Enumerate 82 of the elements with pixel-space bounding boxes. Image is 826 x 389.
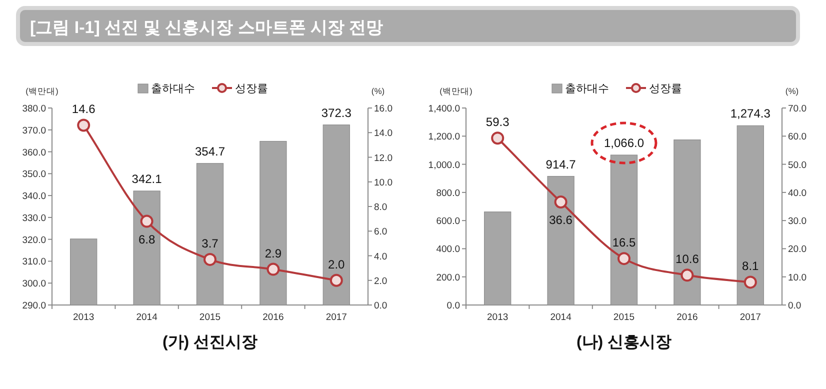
- y2-tick-label: 10.0: [788, 272, 806, 284]
- data-label: 6.8: [138, 232, 156, 246]
- legend-label: 출하대수: [565, 83, 609, 95]
- point: [266, 262, 280, 276]
- y-tick-label: 350.0: [22, 169, 46, 180]
- y-tick-label: 380.0: [22, 104, 46, 114]
- data-label: 10.6: [676, 252, 700, 266]
- point: [491, 132, 504, 145]
- y-tick-label: 360.0: [22, 147, 46, 158]
- x-tick-label: 2015: [199, 312, 221, 323]
- data-label: 342.1: [132, 172, 162, 186]
- x-axis-title: (가) 선진시장: [162, 334, 258, 351]
- y2-tick-label: 14.0: [374, 128, 392, 140]
- y-axis-title: (백만대): [26, 86, 58, 96]
- y-tick-label: 370.0: [22, 125, 46, 136]
- point: [554, 195, 568, 208]
- y-tick-label: 1,000.0: [428, 160, 460, 171]
- y2-tick-label: 0.0: [788, 300, 802, 312]
- x-tick-label: 2013: [73, 312, 94, 323]
- x-tick-label: 2014: [550, 312, 572, 323]
- data-label: 1,274.3: [730, 106, 771, 121]
- y-tick-label: 1,200.0: [428, 132, 460, 143]
- point: [680, 268, 694, 282]
- x-axis-title: (나) 신흥시장: [576, 334, 672, 351]
- y-tick-label: 600.0: [436, 216, 460, 228]
- y2-tick-label: 30.0: [788, 216, 806, 228]
- point: [618, 252, 630, 266]
- y2-tick-label: 8.0: [374, 202, 388, 213]
- legend-label: 출하대수: [151, 83, 195, 95]
- data-label: 3.7: [202, 236, 219, 250]
- y2-tick-label: 10.0: [374, 177, 392, 188]
- data-label: 914.7: [546, 157, 576, 172]
- data-label: 8.1: [742, 259, 760, 274]
- legend-label: 성장률: [235, 83, 268, 95]
- y2-tick-label: 2.0: [374, 276, 388, 287]
- y-tick-label: 330.0: [22, 212, 46, 224]
- y2-tick-label: 4.0: [374, 251, 388, 262]
- y-axis-title: (백만대): [440, 86, 472, 96]
- data-label: 16.5: [612, 236, 636, 250]
- y2-tick-label: 20.0: [788, 244, 806, 256]
- point: [744, 276, 757, 289]
- data-label: 372.3: [321, 106, 352, 120]
- y-tick-label: 320.0: [22, 234, 46, 246]
- y2-tick-label: 50.0: [788, 160, 806, 171]
- y-tick-label: 200.0: [436, 272, 460, 284]
- legend-label: 성장률: [649, 83, 682, 95]
- y-tick-label: 310.0: [22, 256, 46, 268]
- y-tick-label: 1,400.0: [428, 104, 460, 114]
- y2-tick-label: 12.0: [374, 152, 392, 164]
- x-tick-label: 2017: [326, 312, 347, 323]
- y-tick-label: 0.0: [446, 300, 460, 312]
- point: [204, 252, 216, 266]
- annotation: 1,066.0: [604, 136, 644, 150]
- data-label: 14.6: [72, 102, 96, 116]
- y2-tick-label: 0.0: [374, 300, 388, 312]
- point: [77, 118, 90, 132]
- data-label: 2.0: [328, 257, 346, 272]
- data-label: 59.3: [486, 115, 510, 130]
- y-tick-label: 800.0: [436, 188, 460, 199]
- point: [330, 274, 343, 287]
- x-tick-label: 2014: [136, 312, 158, 323]
- x-tick-label: 2015: [613, 312, 635, 323]
- y2-tick-label: 6.0: [374, 226, 388, 238]
- data-label: 2.9: [264, 246, 282, 260]
- chart-title: [그림 I-1] 선진 및 신흥시장 스마트폰 시장 전망: [30, 18, 384, 37]
- data-label: 354.7: [194, 144, 226, 158]
- x-tick-label: 2016: [676, 312, 698, 323]
- y2-axis-title: (%): [785, 86, 799, 96]
- y2-tick-label: 70.0: [788, 104, 806, 114]
- y2-tick-label: 40.0: [788, 188, 806, 199]
- x-tick-label: 2017: [740, 312, 761, 323]
- y-tick-label: 400.0: [436, 244, 460, 256]
- x-tick-label: 2013: [487, 312, 508, 323]
- y2-axis-title: (%): [371, 86, 385, 96]
- y2-tick-label: 60.0: [788, 132, 806, 143]
- y-tick-label: 290.0: [22, 300, 46, 312]
- y-tick-label: 340.0: [22, 191, 46, 202]
- y2-tick-label: 16.0: [374, 104, 392, 114]
- point: [140, 214, 154, 228]
- data-label: 36.6: [549, 212, 573, 227]
- x-tick-label: 2016: [262, 312, 284, 323]
- y-tick-label: 300.0: [22, 278, 46, 290]
